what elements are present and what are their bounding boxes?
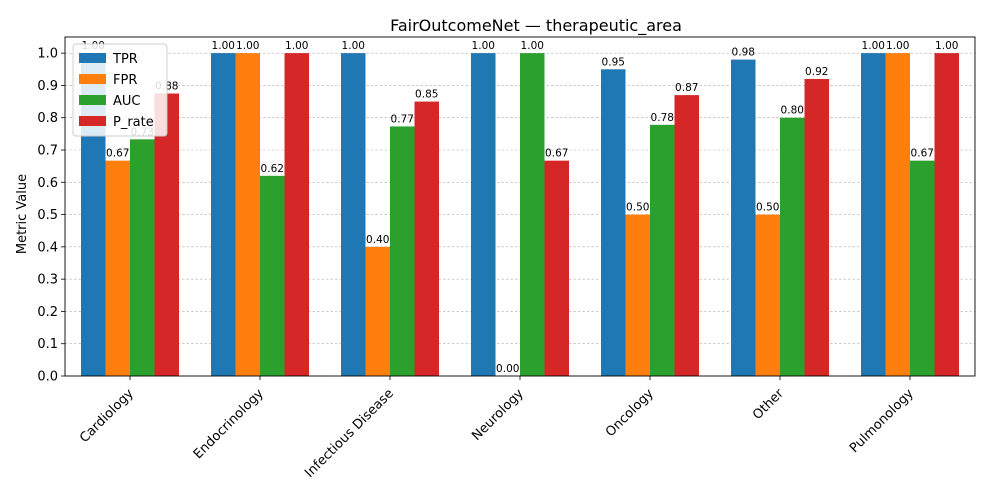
x-tick-label: Neurology: [469, 386, 527, 444]
x-tick-label: Endocrinology: [191, 386, 267, 462]
bar-p-rate: [154, 93, 179, 376]
bar-fpr: [625, 214, 650, 376]
y-tick-label: 0.0: [37, 370, 58, 385]
bar-value-label: 0.50: [756, 202, 779, 214]
bar-tpr: [211, 53, 236, 377]
legend-label: AUC: [113, 94, 141, 109]
bar-auc: [520, 53, 545, 377]
y-tick-label: 0.5: [37, 208, 58, 223]
y-tick-label: 1.0: [37, 47, 58, 62]
y-tick-label: 0.4: [37, 240, 58, 255]
bar-fpr: [105, 160, 130, 376]
legend-label: TPR: [112, 52, 138, 67]
legend: TPR FPR AUC P_rate: [72, 43, 168, 137]
bar-value-label: 1.00: [342, 40, 365, 52]
y-tick-label: 0.7: [37, 144, 58, 159]
bar-p-rate: [804, 78, 829, 376]
y-axis-label: Metric Value: [15, 174, 30, 254]
chart-title: FairOutcomeNet — therapeutic_area: [390, 16, 682, 36]
bar-value-label: 1.00: [521, 40, 544, 52]
bar-tpr: [341, 53, 366, 377]
bar-auc: [780, 117, 805, 376]
bar-auc: [260, 175, 285, 376]
bar-p-rate: [544, 160, 569, 376]
bar-tpr: [471, 53, 496, 377]
bar-value-label: 0.98: [732, 47, 755, 59]
legend-label: P_rate: [113, 115, 154, 130]
bar-value-label: 0.67: [545, 148, 568, 160]
bar-auc: [650, 124, 675, 377]
legend-swatch: [79, 53, 106, 63]
bar-value-label: 1.00: [236, 40, 259, 52]
bar-value-label: 0.40: [366, 234, 389, 246]
bar-value-label: 0.87: [675, 82, 698, 94]
bar-tpr: [601, 69, 626, 377]
bar-value-label: 0.92: [805, 66, 828, 78]
bar-value-label: 0.67: [911, 148, 934, 160]
bar-value-label: 0.85: [415, 89, 438, 101]
bar-value-label: 1.00: [285, 40, 308, 52]
bar-value-label: 0.67: [106, 148, 129, 160]
y-tick-label: 0.2: [37, 305, 58, 320]
y-tick-label: 0.6: [37, 176, 58, 191]
bar-value-label: 1.00: [935, 40, 958, 52]
bar-tpr: [731, 59, 756, 376]
bar-p-rate: [414, 101, 439, 377]
x-tick-label: Infectious Disease: [302, 386, 397, 481]
bar-value-label: 0.62: [261, 163, 284, 175]
legend-label: FPR: [113, 73, 137, 88]
bar-value-label: 1.00: [212, 40, 235, 52]
y-tick-label: 0.9: [37, 79, 58, 94]
bar-auc: [910, 160, 935, 376]
bar-fpr: [365, 246, 390, 376]
x-tick-label: Other: [750, 386, 787, 423]
x-tick-label: Pulmonology: [847, 386, 917, 456]
bar-fpr: [755, 214, 780, 376]
x-tick-label: Cardiology: [77, 386, 137, 446]
bar-value-label: 0.95: [602, 56, 625, 68]
y-tick-label: 0.3: [37, 273, 58, 288]
bar-p-rate: [674, 95, 699, 376]
bar-auc: [390, 126, 415, 376]
bar-value-label: 0.00: [496, 363, 519, 375]
bar-value-label: 0.78: [651, 112, 674, 124]
bar-value-label: 1.00: [472, 40, 495, 52]
bars: [81, 53, 959, 377]
bar-fpr: [885, 53, 910, 377]
bar-p-rate: [934, 53, 959, 377]
bar-p-rate: [284, 53, 309, 377]
bar-tpr: [861, 53, 886, 377]
legend-box: [72, 43, 168, 137]
x-tick-label: Oncology: [603, 386, 657, 440]
bar-value-label: 0.80: [781, 105, 804, 117]
bar-value-label: 0.50: [626, 202, 649, 214]
y-tick-label: 0.1: [37, 337, 58, 352]
plot-frame: [64, 36, 976, 377]
bar-value-label: 1.00: [886, 40, 909, 52]
legend-swatch: [79, 116, 106, 126]
bar-auc: [130, 139, 155, 376]
legend-swatch: [79, 74, 106, 84]
legend-swatch: [79, 95, 106, 105]
y-tick-label: 0.8: [37, 111, 58, 126]
bar-value-label: 1.00: [862, 40, 885, 52]
bar-value-label: 0.77: [391, 113, 414, 125]
bar-fpr: [235, 53, 260, 377]
